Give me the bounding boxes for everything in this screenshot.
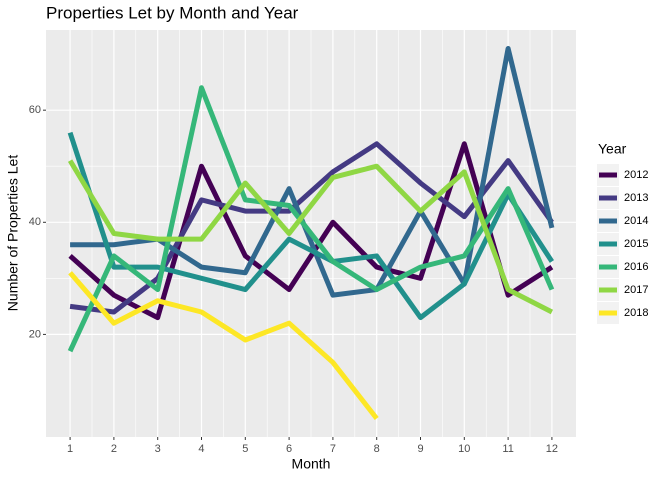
y-tick-label: 40 (29, 216, 41, 228)
line (68, 141, 554, 321)
legend-label: 2014 (624, 215, 648, 227)
x-axis-label: Month (292, 456, 331, 472)
x-tick-label: 10 (458, 443, 470, 455)
y-tick-label: 60 (29, 104, 41, 116)
x-tick-label: 3 (155, 443, 161, 455)
line (67, 159, 554, 315)
x-tick-label: 2 (111, 443, 117, 455)
x-tick-label: 4 (198, 443, 204, 455)
x-tick-label: 1 (67, 443, 73, 455)
x-tick-label: 9 (417, 443, 423, 455)
line (67, 131, 555, 321)
legend-label: 2016 (624, 261, 648, 273)
legend-title: Year (598, 141, 627, 157)
y-tick-label: 20 (29, 328, 41, 340)
legend-label: 2017 (624, 284, 648, 296)
x-tick-label: 6 (286, 443, 292, 455)
legend-label: 2015 (624, 238, 648, 250)
legend-label: 2013 (624, 192, 648, 204)
y-axis-label: Number of Properties Let (5, 155, 21, 312)
line (67, 85, 555, 353)
chart-title: Properties Let by Month and Year (46, 3, 299, 22)
x-tick-label: 8 (374, 443, 380, 455)
legend-label: 2012 (624, 169, 648, 181)
line (68, 271, 379, 421)
legend-label: 2018 (624, 307, 648, 319)
x-tick-label: 5 (242, 443, 248, 455)
x-tick-label: 7 (330, 443, 336, 455)
x-tick-label: 12 (546, 443, 558, 455)
x-tick-label: 11 (502, 443, 513, 455)
